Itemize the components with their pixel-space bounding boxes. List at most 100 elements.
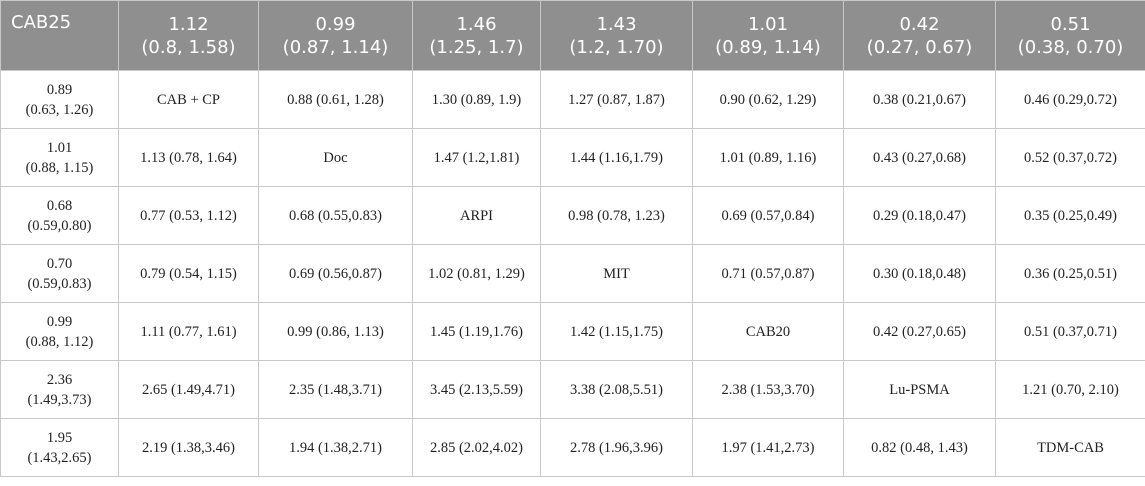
cell-text: 1.45 (1.19,1.76) (429, 323, 524, 340)
table-cell: 2.38 (1.53,3.70) (692, 360, 844, 419)
table-cell: MIT (540, 244, 693, 303)
table-cell: 3.38 (2.08,5.51) (540, 360, 693, 419)
cell-text: 2.78 (1.96,3.96) (569, 439, 664, 456)
cell-text: 1.43 (596, 13, 637, 35)
table-cell: Doc (258, 128, 413, 187)
table-cell: 1.13 (0.78, 1.64) (118, 128, 259, 187)
cell-text: 1.27 (0.87, 1.87) (568, 91, 665, 108)
cell-text: 2.65 (1.49,4.71) (141, 381, 236, 398)
cell-text: 1.44 (1.16,1.79) (569, 149, 664, 166)
table-cell: 0.82 (0.48, 1.43) (843, 418, 996, 477)
table-cell: 0.51 (0.37,0.71) (995, 302, 1145, 361)
cell-text: 0.82 (0.48, 1.43) (871, 439, 968, 456)
cell-text: 1.01 (0.89, 1.16) (719, 149, 817, 166)
cell-text: (0.8, 1.58) (141, 36, 236, 58)
table-row: 1.01 (0.88, 1.15) 1.13 (0.78, 1.64) Doc 1.47… (0, 128, 1145, 187)
table-cell: 0.90 (0.62, 1.29) (692, 70, 844, 129)
cell-text: 2.36 (46, 371, 73, 388)
table-cell: 0.52 (0.37,0.72) (995, 128, 1145, 187)
cell-text: 1.95 (46, 429, 73, 446)
cell-text: 0.43 (0.27,0.68) (872, 149, 967, 166)
cell-text: CAB25 (11, 12, 72, 33)
cell-text: 1.97 (1.41,2.73) (721, 439, 815, 456)
table-cell: 2.78 (1.96,3.96) (540, 418, 693, 477)
cell-text: 0.71 (0.57,0.87) (721, 265, 815, 282)
table-cell: 1.27 (0.87, 1.87) (540, 70, 693, 129)
table-cell: 2.35 (1.48,3.71) (258, 360, 413, 419)
row-header-cell: 0.70 (0.59,0.83) (0, 244, 119, 303)
table-cell: 1.45 (1.19,1.76) (412, 302, 541, 361)
cell-text: 0.77 (0.53, 1.12) (140, 207, 237, 224)
cell-text: 0.69 (0.56,0.87) (288, 265, 383, 282)
cell-text: Doc (323, 149, 348, 166)
row-header-cell: 2.36 (1.49,3.73) (0, 360, 119, 419)
table-cell: 2.19 (1.38,3.46) (118, 418, 259, 477)
table-row: 0.89 (0.63, 1.26) CAB + CP 0.88 (0.61, 1.28… (0, 70, 1145, 129)
table-cell: 1.97 (1.41,2.73) (692, 418, 844, 477)
cell-text: 0.98 (0.78, 1.23) (568, 207, 665, 224)
table-cell: CAB20 (692, 302, 844, 361)
cell-text: 2.19 (1.38,3.46) (141, 439, 236, 456)
table-cell: 0.42 (0.27,0.65) (843, 302, 996, 361)
cell-text: 0.42 (0.27,0.65) (872, 323, 967, 340)
cell-text: 1.21 (0.70, 2.10) (1022, 381, 1119, 398)
cell-text: TDM-CAB (1037, 439, 1104, 456)
table-cell: 1.44 (1.16,1.79) (540, 128, 693, 187)
table-row: 0.70 (0.59,0.83) 0.79 (0.54, 1.15) 0.69 (0.… (0, 244, 1145, 303)
cell-text: 0.35 (0.25,0.49) (1023, 207, 1118, 224)
table-row: 0.99 (0.88, 1.12) 1.11 (0.77, 1.61) 0.99 (0… (0, 302, 1145, 361)
table-cell: 0.69 (0.57,0.84) (692, 186, 844, 245)
cell-text: 0.42 (899, 13, 940, 35)
table-cell: 1.94 (1.38,2.71) (258, 418, 413, 477)
cell-text: CAB20 (745, 323, 791, 340)
cell-text: 1.12 (168, 13, 209, 35)
table-cell: 0.88 (0.61, 1.28) (258, 70, 413, 129)
cell-text: 0.70 (46, 255, 73, 272)
table-cell: 1.01 (0.89, 1.16) (692, 128, 844, 187)
table-cell: 3.45 (2.13,5.59) (412, 360, 541, 419)
cell-text: 1.42 (1.15,1.75) (569, 323, 664, 340)
cell-text: (0.88, 1.15) (25, 159, 94, 176)
table-cell: 2.85 (2.02,4.02) (412, 418, 541, 477)
header-cell: 1.46 (1.25, 1.7) (412, 0, 541, 71)
cell-text: 2.38 (1.53,3.70) (721, 381, 815, 398)
cell-text: 0.88 (0.61, 1.28) (287, 91, 384, 108)
table-cell: 0.43 (0.27,0.68) (843, 128, 996, 187)
table-cell: 0.38 (0.21,0.67) (843, 70, 996, 129)
cell-text: (0.59,0.83) (27, 275, 92, 292)
table-row: 1.95 (1.43,2.65) 2.19 (1.38,3.46) 1.94 (1.3… (0, 418, 1145, 477)
cell-text: 0.52 (0.37,0.72) (1023, 149, 1118, 166)
cell-text: 0.29 (0.18,0.47) (872, 207, 967, 224)
cell-text: 1.30 (0.89, 1.9) (431, 91, 522, 108)
cell-text: (0.38, 0.70) (1017, 36, 1124, 58)
table-cell: 0.99 (0.86, 1.13) (258, 302, 413, 361)
row-header-cell: 1.01 (0.88, 1.15) (0, 128, 119, 187)
cell-text: 0.99 (315, 13, 356, 35)
table-cell: 0.29 (0.18,0.47) (843, 186, 996, 245)
cell-text: 0.68 (46, 197, 73, 214)
cell-text: 0.36 (0.25,0.51) (1023, 265, 1118, 282)
cell-text: 0.89 (46, 81, 73, 98)
cell-text: 1.13 (0.78, 1.64) (140, 149, 237, 166)
table-cell: 0.30 (0.18,0.48) (843, 244, 996, 303)
table-cell: 0.36 (0.25,0.51) (995, 244, 1145, 303)
cell-text: 0.99 (46, 313, 73, 330)
header-cell: CAB25 (0, 0, 119, 71)
cell-text: (1.2, 1.70) (569, 36, 664, 58)
table-cell: 0.77 (0.53, 1.12) (118, 186, 259, 245)
table-cell: 0.35 (0.25,0.49) (995, 186, 1145, 245)
table-cell: 0.46 (0.29,0.72) (995, 70, 1145, 129)
table-cell: Lu-PSMA (843, 360, 996, 419)
cell-text: Lu-PSMA (889, 381, 950, 398)
row-header-cell: 1.95 (1.43,2.65) (0, 418, 119, 477)
cell-text: MIT (603, 265, 630, 282)
cell-text: (1.43,2.65) (27, 449, 92, 466)
cell-text: (0.27, 0.67) (866, 36, 973, 58)
table-row: 2.36 (1.49,3.73) 2.65 (1.49,4.71) 2.35 (1.4… (0, 360, 1145, 419)
header-cell: 1.12 (0.8, 1.58) (118, 0, 259, 71)
table-cell: 0.71 (0.57,0.87) (692, 244, 844, 303)
table-cell: TDM-CAB (995, 418, 1145, 477)
header-row: CAB25 1.12 (0.8, 1.58) 0.99 (0.87, 1.14) 1.46… (0, 0, 1145, 71)
header-cell: 1.43 (1.2, 1.70) (540, 0, 693, 71)
